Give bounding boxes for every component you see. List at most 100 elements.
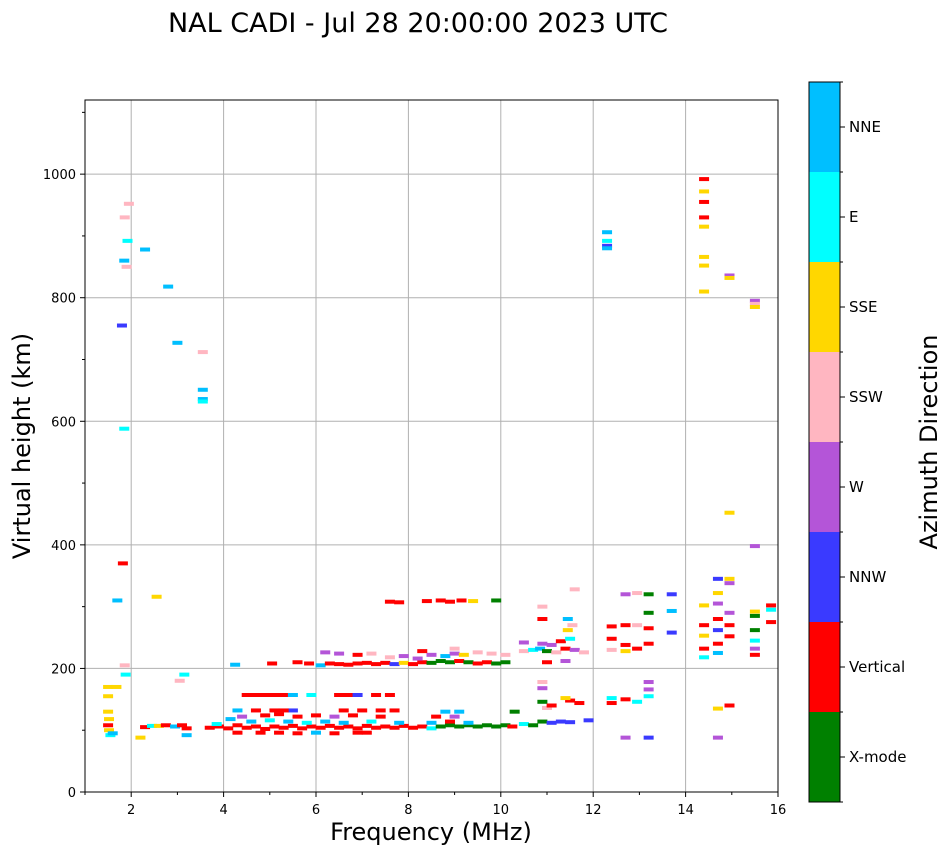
data-point: [375, 708, 386, 713]
data-point: [181, 726, 192, 731]
data-point: [454, 709, 465, 714]
data-point: [408, 725, 419, 730]
colorbar-tick-label: SSE: [849, 298, 878, 316]
data-point: [606, 636, 617, 641]
data-point: [153, 723, 164, 728]
colorbar-tick-label: NNW: [849, 568, 886, 586]
y-tick-label: 0: [68, 786, 76, 801]
data-point: [334, 662, 345, 667]
data-point: [606, 624, 617, 629]
data-point: [315, 663, 326, 668]
data-point: [269, 708, 280, 713]
colorbar-tick-label: X-mode: [849, 748, 906, 766]
data-point: [766, 607, 777, 612]
data-point: [574, 701, 585, 706]
y-tick-label: 200: [51, 662, 76, 677]
data-point: [417, 649, 428, 654]
x-tick-label: 8: [404, 803, 412, 818]
data-point: [417, 660, 428, 665]
data-point: [352, 730, 363, 735]
data-point: [352, 692, 363, 697]
data-point: [463, 723, 474, 728]
data-point: [119, 215, 130, 220]
data-point: [431, 714, 442, 719]
data-point: [500, 723, 511, 728]
colorbar-segment: [809, 172, 840, 262]
data-point: [602, 238, 613, 243]
data-point: [371, 692, 382, 697]
data-point: [119, 426, 130, 431]
data-point: [292, 714, 303, 719]
data-point: [472, 661, 483, 666]
data-point: [274, 712, 285, 717]
data-point: [380, 660, 391, 665]
data-point: [417, 724, 428, 729]
colorbar: X-mode Vertical NNW W SSW SSE E NNE: [808, 81, 906, 803]
data-point: [562, 617, 573, 621]
data-point: [712, 650, 723, 655]
data-point: [666, 630, 677, 635]
data-point: [699, 646, 710, 651]
data-point: [329, 731, 340, 736]
data-point: [311, 713, 321, 718]
data-point: [699, 263, 710, 268]
data-point: [237, 714, 248, 719]
data-point: [567, 623, 578, 628]
data-point: [560, 659, 571, 664]
data-point: [269, 692, 280, 697]
data-point: [104, 728, 115, 733]
data-point: [643, 687, 654, 692]
data-point: [712, 641, 723, 646]
data-point: [160, 723, 171, 728]
colorbar-tick-label: Vertical: [849, 658, 905, 676]
data-point: [177, 723, 188, 728]
x-tick-label: 6: [312, 803, 320, 818]
data-point: [468, 599, 479, 604]
data-point: [264, 718, 275, 723]
data-point: [306, 692, 317, 697]
data-point: [449, 651, 460, 656]
data-point: [749, 301, 760, 306]
data-point: [546, 720, 557, 725]
data-point: [643, 694, 654, 699]
x-axis-label: Frequency (MHz): [330, 818, 532, 846]
data-point: [766, 603, 777, 608]
data-point: [712, 601, 723, 606]
data-point: [440, 654, 451, 659]
x-tick-label: 10: [493, 803, 510, 818]
data-point: [749, 646, 760, 651]
data-point: [620, 642, 631, 647]
data-point: [749, 628, 760, 633]
data-point: [287, 708, 298, 713]
data-point: [602, 246, 613, 251]
data-point: [724, 510, 735, 515]
data-point: [421, 599, 432, 604]
x-tick-label: 12: [585, 803, 602, 818]
data-point: [620, 697, 631, 702]
data-point: [121, 264, 132, 269]
data-point: [426, 652, 437, 657]
data-point: [292, 731, 303, 736]
data-point: [537, 617, 548, 621]
data-point: [103, 694, 114, 699]
chart-title: NAL CADI - Jul 28 20:00:00 2023 UTC: [168, 8, 668, 39]
data-point: [435, 724, 446, 729]
data-point: [724, 581, 735, 586]
data-point: [643, 626, 654, 631]
data-point: [699, 603, 710, 608]
data-point: [486, 651, 497, 656]
colorbar-segment: [809, 712, 840, 802]
data-point: [343, 662, 354, 667]
data-point: [103, 723, 114, 728]
x-axis-ticks: 2 4 6 8 10 12 14 16: [84, 792, 786, 818]
data-point: [260, 726, 271, 731]
data-point: [537, 641, 548, 646]
data-point: [232, 723, 243, 728]
data-point: [749, 613, 760, 618]
data-point: [537, 686, 548, 691]
data-point: [315, 725, 326, 730]
data-point: [481, 660, 492, 665]
data-point: [699, 655, 710, 660]
data-point: [699, 215, 710, 220]
